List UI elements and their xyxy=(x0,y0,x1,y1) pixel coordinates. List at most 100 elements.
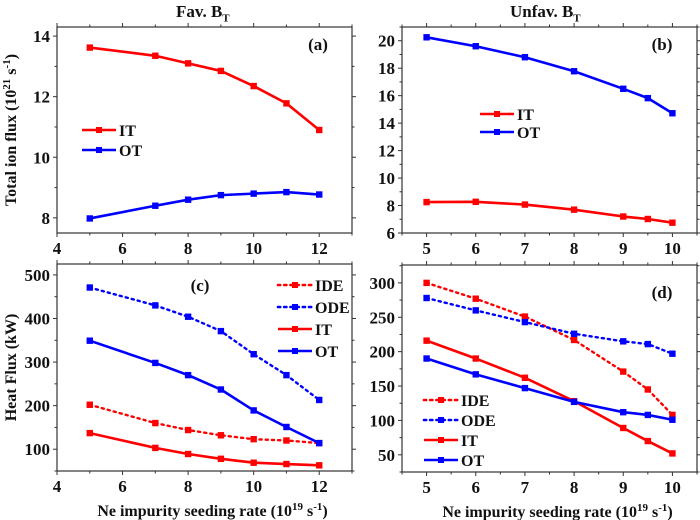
x-tick-label: 4 xyxy=(53,477,62,496)
data-point-it xyxy=(669,219,676,226)
y-axis-label-text: Total ion flux (10 xyxy=(3,90,20,206)
y-tick-label: 6 xyxy=(387,224,396,243)
x-axis-label-part: 19 xyxy=(637,502,649,514)
data-point-ot xyxy=(152,359,159,367)
data-point-ot xyxy=(620,85,627,92)
series-line-ode xyxy=(425,296,674,355)
x-tick-label: 8 xyxy=(570,478,579,497)
data-point-it xyxy=(669,450,676,457)
y-tick-label: 250 xyxy=(370,308,396,327)
x-tick-label: 6 xyxy=(472,478,481,497)
y-tick-label: 100 xyxy=(370,411,396,430)
y-axis-label: Heat Flux (kW) xyxy=(3,314,20,422)
data-point-ot xyxy=(184,371,192,379)
legend-label-it: IT xyxy=(517,107,534,124)
data-point-ot xyxy=(570,398,578,406)
data-point-ot xyxy=(217,191,225,199)
y-tick-label: 10 xyxy=(378,169,395,188)
title-fav-bt-sub: T xyxy=(222,12,230,25)
legend-marker-it xyxy=(438,437,444,443)
data-point-it xyxy=(620,213,627,220)
data-point-it xyxy=(521,201,529,208)
x-tick-label: 10 xyxy=(245,477,262,496)
data-point-ot xyxy=(184,196,192,203)
title-unfav-bt: Unfav. BT xyxy=(510,2,581,24)
x-axis-label-part: s xyxy=(648,504,658,520)
data-point-ode xyxy=(152,302,159,309)
data-point-it xyxy=(316,462,323,469)
y-axis-label: Total ion flux (1021 s-1) xyxy=(1,54,20,206)
legend-marker-ide xyxy=(292,282,298,288)
x-tick-label: 12 xyxy=(311,239,328,258)
panel-label: (d) xyxy=(652,283,673,302)
legend: IDE ODE IT OT xyxy=(422,393,496,470)
legend-marker-ot xyxy=(494,129,500,135)
data-point-ot xyxy=(472,371,479,378)
data-point-ode xyxy=(669,350,676,357)
legend-marker-ot xyxy=(292,348,298,354)
series-line-ot xyxy=(426,36,674,115)
data-point-it xyxy=(283,460,290,468)
y-tick-label: 14 xyxy=(378,114,396,133)
data-point-it xyxy=(644,437,652,445)
x-axis-label-part: Ne impurity seeding rate (10 xyxy=(442,504,637,520)
x-tick-label: 6 xyxy=(118,239,127,258)
x-axis-label: Ne impurity seeding rate (1019 s-1) xyxy=(97,501,327,520)
x-axis-label-part: -1 xyxy=(658,502,667,514)
data-point-ide xyxy=(669,411,676,419)
y-tick-label: 500 xyxy=(25,266,51,285)
y-axis-label-exp: -1 xyxy=(1,59,13,68)
title-unfav-bt-text: Unfav. B xyxy=(510,2,574,21)
legend-label-ode: ODE xyxy=(461,413,496,430)
data-point-it xyxy=(521,374,529,381)
legend-label-ot: OT xyxy=(461,453,484,470)
y-tick-label: 8 xyxy=(387,197,396,216)
data-point-ode xyxy=(184,313,192,320)
data-point-it xyxy=(250,459,257,466)
data-point-it xyxy=(184,60,192,67)
title-fav-bt: Fav. BT xyxy=(176,2,230,24)
data-point-ot xyxy=(644,94,652,102)
legend-marker-ode xyxy=(292,304,298,310)
x-tick-label: 6 xyxy=(118,477,127,496)
legend-label-ot: OT xyxy=(315,344,338,361)
data-point-ode xyxy=(521,318,529,326)
data-point-it xyxy=(152,52,159,59)
y-tick-label: 300 xyxy=(25,353,51,372)
legend-label-it: IT xyxy=(315,322,332,339)
data-point-ot xyxy=(86,215,93,222)
data-point-ide xyxy=(472,295,479,302)
x-tick-label: 12 xyxy=(311,477,328,496)
x-tick-label: 7 xyxy=(521,478,530,497)
data-point-ot xyxy=(423,355,430,362)
legend-label-ot: OT xyxy=(517,125,540,142)
y-axis-label-exp: 21 xyxy=(1,79,13,90)
panel-label: (b) xyxy=(652,35,673,54)
data-point-ode xyxy=(217,327,225,335)
series-line-it xyxy=(426,200,673,224)
y-tick-label: 14 xyxy=(33,27,51,46)
panel-c: 4 6 8 10 12 100 200 300 400 500 (c) Heat Flux (kW) N… xyxy=(3,260,356,520)
x-tick-label: 5 xyxy=(422,478,431,497)
data-point-ot xyxy=(283,188,290,196)
data-point-ide xyxy=(521,313,529,320)
x-tick-label: 9 xyxy=(619,478,628,497)
y-tick-label: 8 xyxy=(42,209,51,228)
data-point-ot xyxy=(283,423,290,431)
data-point-it xyxy=(86,429,93,437)
legend-label-ot: OT xyxy=(119,143,142,160)
y-tick-label: 200 xyxy=(370,343,396,362)
y-tick-label: 20 xyxy=(378,32,395,51)
panel-a: 4 6 8 10 12 8 10 12 14 (a) Total ion flux (1021 s-… xyxy=(1,23,356,258)
data-point-ode xyxy=(250,351,257,358)
y-tick-label: 18 xyxy=(378,59,395,78)
legend-label-ode: ODE xyxy=(315,300,350,317)
data-point-it xyxy=(423,198,430,206)
data-point-it xyxy=(316,126,323,134)
plot-frame xyxy=(56,26,353,234)
panel-label: (c) xyxy=(191,276,210,295)
data-point-ide xyxy=(86,401,93,408)
data-point-ot xyxy=(644,411,652,419)
